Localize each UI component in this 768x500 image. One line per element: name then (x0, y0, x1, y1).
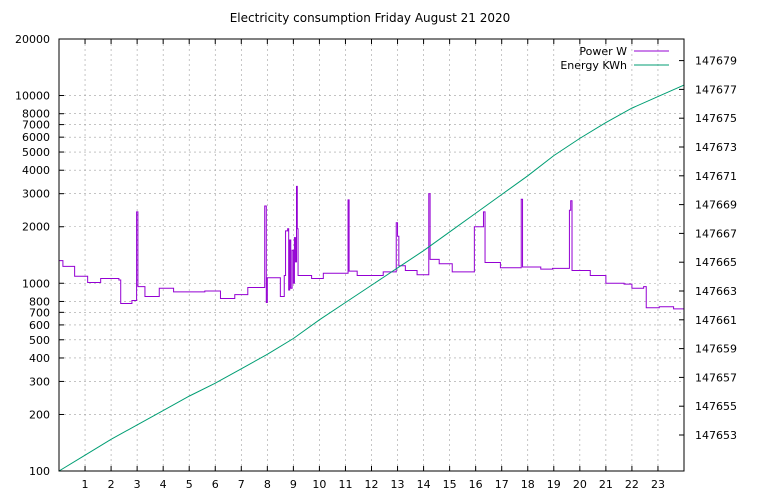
y-left-tick-label: 10000 (15, 90, 50, 103)
y-right-tick-label: 147673 (695, 141, 737, 154)
legend-label: Power W (579, 45, 627, 58)
y-right-tick-label: 147671 (695, 170, 737, 183)
x-tick-label: 11 (338, 478, 352, 491)
x-tick-label: 5 (186, 478, 193, 491)
y-left-tick-label: 500 (29, 334, 50, 347)
y-left-tick-label: 400 (29, 352, 50, 365)
x-tick-label: 9 (290, 478, 297, 491)
x-tick-label: 18 (521, 478, 535, 491)
plot-series (58, 84, 685, 472)
power-w-line (59, 185, 684, 310)
y-right-tick-label: 147663 (695, 285, 737, 298)
x-tick-label: 23 (651, 478, 665, 491)
x-tick-label: 21 (599, 478, 613, 491)
y-left-tick-label: 2000 (22, 221, 50, 234)
y-left-tick-label: 300 (29, 375, 50, 388)
x-tick-label: 1 (82, 478, 89, 491)
x-tick-label: 6 (212, 478, 219, 491)
y-right-tick-label: 147665 (695, 256, 737, 269)
x-tick-label: 16 (469, 478, 483, 491)
y-left-tick-label: 100 (29, 465, 50, 478)
y-right-tick-label: 147679 (695, 55, 737, 68)
x-tick-label: 20 (573, 478, 587, 491)
y-right-tick-label: 147653 (695, 429, 737, 442)
energy-kwh-line (58, 84, 685, 472)
y-left-tick-label: 7000 (22, 119, 50, 132)
y-right-tick-label: 147667 (695, 227, 737, 240)
y-right-tick-label: 147655 (695, 400, 737, 413)
y-left-tick-label: 6000 (22, 131, 50, 144)
y-left-tick-label: 700 (29, 306, 50, 319)
axes: 1 2 3 4 5 6 7 8 9 10 11 12 13 14 15 16 17 18 19 20 21 22 23100… (15, 33, 737, 491)
y-left-tick-label: 800 (29, 295, 50, 308)
x-tick-label: 17 (495, 478, 509, 491)
x-tick-label: 12 (365, 478, 379, 491)
x-tick-label: 7 (238, 478, 245, 491)
y-left-tick-label: 4000 (22, 164, 50, 177)
x-tick-label: 4 (160, 478, 167, 491)
legend-label: Energy KWh (560, 59, 627, 72)
y-left-tick-label: 600 (29, 319, 50, 332)
chart-title: Electricity consumption Friday August 21… (230, 11, 511, 25)
x-tick-label: 15 (443, 478, 457, 491)
y-right-tick-label: 147661 (695, 314, 737, 327)
x-tick-label: 14 (417, 478, 431, 491)
x-tick-label: 22 (625, 478, 639, 491)
y-left-tick-label: 8000 (22, 108, 50, 121)
y-right-tick-label: 147657 (695, 371, 737, 384)
x-tick-label: 13 (391, 478, 405, 491)
y-right-tick-label: 147677 (695, 83, 737, 96)
y-left-tick-label: 3000 (22, 188, 50, 201)
grid (59, 39, 684, 471)
x-tick-label: 10 (312, 478, 326, 491)
y-left-tick-label: 5000 (22, 146, 50, 159)
y-right-tick-label: 147659 (695, 343, 737, 356)
y-right-tick-label: 147669 (695, 199, 737, 212)
y-left-tick-label: 1000 (22, 277, 50, 290)
y-left-tick-label: 20000 (15, 33, 50, 46)
x-tick-label: 8 (264, 478, 271, 491)
y-right-tick-label: 147675 (695, 112, 737, 125)
x-tick-label: 3 (134, 478, 141, 491)
x-tick-label: 19 (547, 478, 561, 491)
y-left-tick-label: 200 (29, 408, 50, 421)
x-tick-label: 2 (108, 478, 115, 491)
